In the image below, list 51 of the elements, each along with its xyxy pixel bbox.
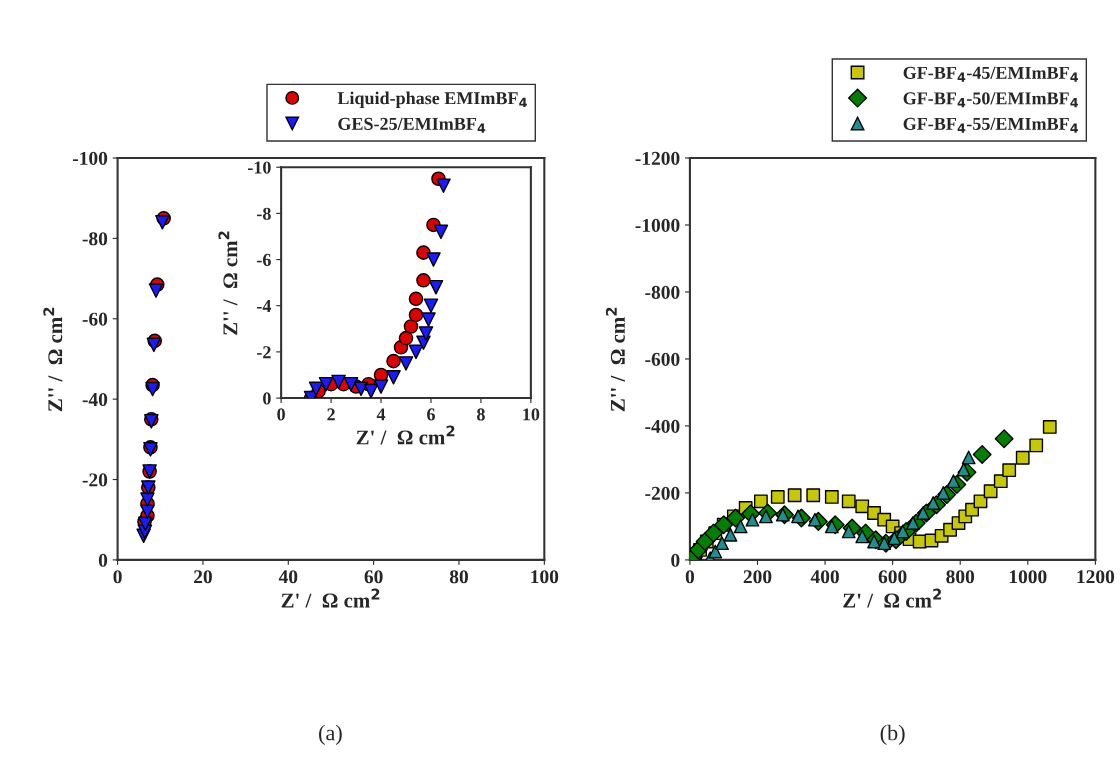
x-tick-label: 6 [427,408,435,421]
x-tick-label: 400 [810,570,839,584]
x-tick-label: 600 [878,570,907,584]
y-tick-label: -60 [82,312,108,326]
y-tick-label: -6 [257,253,271,266]
x-tick-label: 100 [531,570,559,584]
legend-label: GES-25/EMImBF$_{4}$ [338,117,486,133]
x-tick-label: 2 [327,408,335,421]
x-tick-label: 1000 [1009,570,1047,584]
y-tick-label: 0 [98,553,108,567]
y-tick-label: -1000 [635,218,680,232]
y-tick-label: -8 [257,207,271,220]
y-tick-label: 0 [671,553,680,567]
x-tick-label: 60 [364,570,383,584]
y-axis-title: Z'' / Ω cm$^{2}$ [43,307,63,412]
text: (a) [319,724,342,745]
x-tick-label: 0 [277,408,285,421]
x-axis-title: Z' / Ω cm$^{2}$ [356,425,455,445]
y-tick-label: 0 [263,392,271,405]
y-tick-label: -2 [257,346,271,359]
y-tick-label: -40 [82,392,108,407]
y-tick-label: -400 [645,419,680,433]
x-axis-title: Z' / Ω cm$^{2}$ [843,588,941,608]
legend-label: GF-BF$_{4}$-45/EMImBF$_{4}$ [903,66,1079,82]
y-tick-label: -80 [82,232,108,246]
legend-label: GF-BF$_{4}$-50/EMImBF$_{4}$ [903,92,1079,108]
x-tick-label: 200 [743,570,772,584]
y-tick-label: -100 [72,151,108,165]
x-tick-label: 4 [376,408,386,421]
x-tick-label: 8 [477,408,485,421]
y-axis-title: Z'' / Ω cm$^{2}$ [218,231,238,335]
x-tick-label: 1200 [1077,570,1115,584]
y-tick-label: -800 [645,285,680,299]
y-tick-label: -4 [257,300,272,312]
x-tick-label: 0 [113,570,122,584]
x-tick-label: 0 [685,570,695,584]
y-tick-label: -10 [247,161,271,174]
x-tick-label: 40 [278,570,298,584]
y-tick-label: -200 [645,486,680,500]
y-tick-label: -600 [645,352,680,366]
x-tick-label: 10 [523,408,540,421]
text: (b) [880,724,905,745]
legend-label: Liquid-phase EMImBF$_{4}$ [337,91,527,108]
x-tick-label: 800 [946,570,975,584]
y-tick-label: -20 [82,473,108,487]
legend-label: GF-BF$_{4}$-55/EMImBF$_{4}$ [903,117,1079,133]
y-axis-title: Z'' / Ω cm$^{2}$ [605,307,625,412]
x-tick-label: 20 [194,570,212,584]
x-tick-label: 80 [449,570,468,584]
x-axis-title: Z' / Ω cm$^{2}$ [281,588,380,608]
y-tick-label: -1200 [635,151,680,165]
